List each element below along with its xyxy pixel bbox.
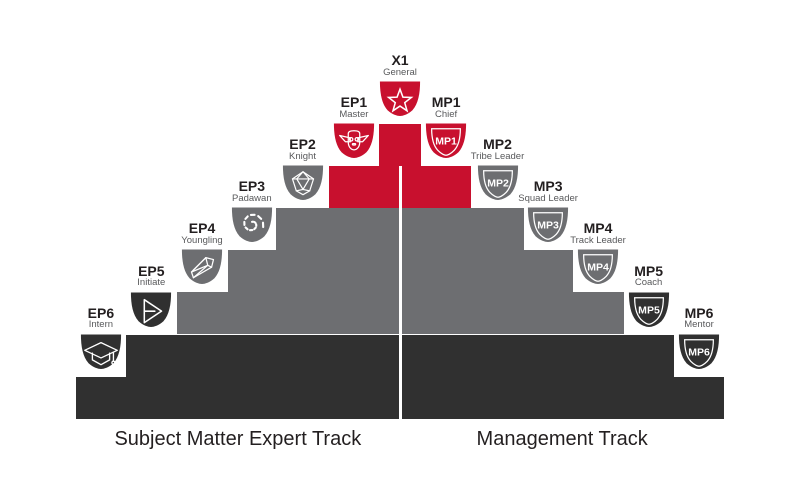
svg-text:MP6: MP6	[688, 346, 710, 358]
